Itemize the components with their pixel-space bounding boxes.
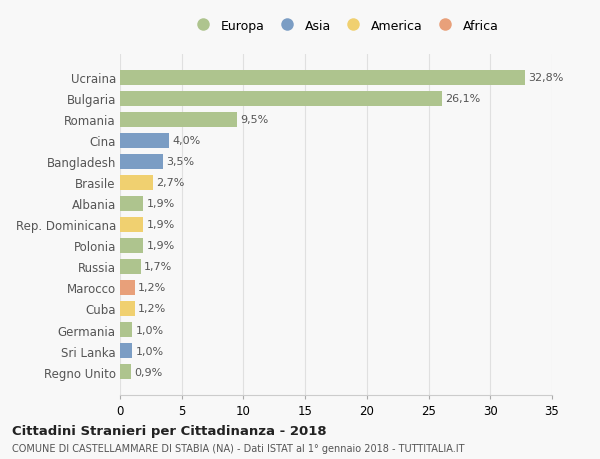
- Bar: [120, 218, 143, 232]
- Text: 2,7%: 2,7%: [157, 178, 185, 188]
- Bar: [120, 154, 163, 169]
- Text: 1,7%: 1,7%: [144, 262, 172, 272]
- Text: 1,0%: 1,0%: [136, 325, 164, 335]
- Text: 4,0%: 4,0%: [172, 136, 201, 146]
- Text: COMUNE DI CASTELLAMMARE DI STABIA (NA) - Dati ISTAT al 1° gennaio 2018 - TUTTITA: COMUNE DI CASTELLAMMARE DI STABIA (NA) -…: [12, 443, 464, 453]
- Text: 1,9%: 1,9%: [146, 199, 175, 209]
- Text: 9,5%: 9,5%: [241, 115, 269, 125]
- Bar: [120, 196, 143, 212]
- Text: 1,0%: 1,0%: [136, 346, 164, 356]
- Text: 1,2%: 1,2%: [138, 283, 166, 293]
- Bar: [120, 112, 237, 128]
- Text: 26,1%: 26,1%: [445, 94, 481, 104]
- Legend: Europa, Asia, America, Africa: Europa, Asia, America, Africa: [188, 17, 501, 35]
- Bar: [120, 71, 525, 86]
- Bar: [120, 322, 133, 337]
- Bar: [120, 364, 131, 379]
- Text: 1,9%: 1,9%: [146, 241, 175, 251]
- Text: 3,5%: 3,5%: [166, 157, 194, 167]
- Bar: [120, 259, 141, 274]
- Text: 1,9%: 1,9%: [146, 220, 175, 230]
- Bar: [120, 91, 442, 106]
- Text: 32,8%: 32,8%: [528, 73, 563, 83]
- Text: 0,9%: 0,9%: [134, 367, 163, 377]
- Bar: [120, 134, 169, 149]
- Bar: [120, 238, 143, 253]
- Text: Cittadini Stranieri per Cittadinanza - 2018: Cittadini Stranieri per Cittadinanza - 2…: [12, 424, 326, 437]
- Bar: [120, 175, 154, 190]
- Bar: [120, 301, 135, 316]
- Bar: [120, 280, 135, 296]
- Bar: [120, 343, 133, 358]
- Text: 1,2%: 1,2%: [138, 304, 166, 314]
